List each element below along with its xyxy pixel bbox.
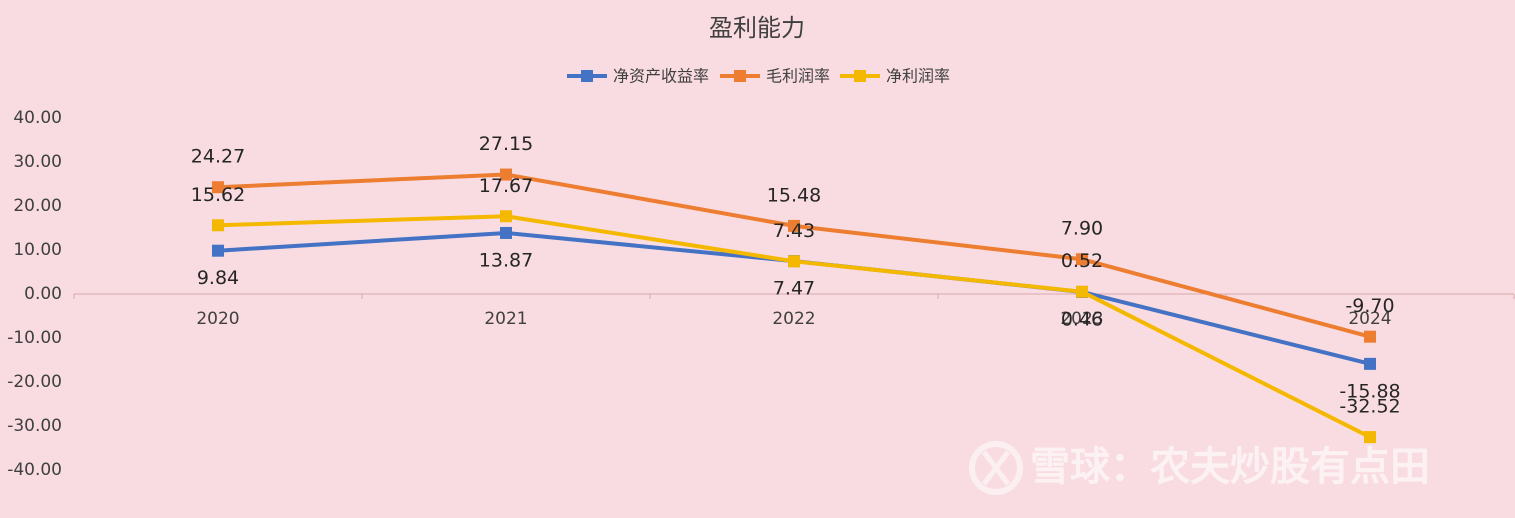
legend-label: 净资产收益率 — [613, 67, 709, 86]
data-point — [500, 226, 512, 239]
legend-marker — [854, 70, 866, 82]
x-tick-label: 2024 — [1348, 309, 1391, 329]
data-point — [500, 168, 512, 181]
data-label: -32.52 — [1339, 396, 1400, 418]
legend-label: 净利润率 — [886, 67, 950, 86]
chart-title: 盈利能力 — [709, 14, 805, 42]
data-point — [212, 219, 224, 232]
data-label: 15.62 — [191, 184, 245, 206]
y-tick-label: -20.00 — [7, 372, 62, 392]
data-label: 7.90 — [1061, 218, 1103, 240]
y-tick-label: -30.00 — [7, 416, 62, 436]
data-point — [1076, 285, 1088, 298]
y-tick-label: 0.00 — [24, 284, 62, 304]
x-tick-label: 2021 — [484, 309, 527, 329]
watermark: 雪球：农夫炒股有点田 — [1030, 444, 1430, 490]
data-label: 17.67 — [479, 175, 533, 197]
legend-item: 净资产收益率 — [567, 67, 709, 86]
legend-item: 毛利润率 — [720, 67, 830, 86]
legend-item: 净利润率 — [840, 67, 950, 86]
data-label: 7.43 — [773, 220, 815, 242]
legend-label: 毛利润率 — [766, 67, 830, 86]
data-label: 15.48 — [767, 184, 821, 206]
data-point — [500, 210, 512, 223]
data-label: 27.15 — [479, 133, 533, 155]
y-tick-label: 10.00 — [13, 240, 62, 260]
x-tick-label: 2020 — [196, 309, 239, 329]
data-point — [1076, 253, 1088, 266]
y-tick-label: -40.00 — [7, 460, 62, 480]
y-tick-label: -10.00 — [7, 328, 62, 348]
data-point — [212, 181, 224, 194]
watermark-logo — [969, 441, 1023, 495]
data-label: 24.27 — [191, 146, 245, 168]
data-point — [1364, 330, 1376, 343]
y-tick-label: 20.00 — [13, 196, 62, 216]
x-tick-label: 2023 — [1060, 309, 1103, 329]
data-label: 0.46 — [1061, 308, 1103, 330]
y-tick-label: 40.00 — [13, 108, 62, 128]
data-label: 0.52 — [1061, 250, 1103, 272]
data-label: -9.70 — [1345, 295, 1394, 317]
data-point — [1364, 357, 1376, 370]
data-point — [1364, 431, 1376, 444]
data-label: 7.47 — [773, 278, 815, 300]
data-point — [788, 255, 800, 268]
data-label: -15.88 — [1339, 380, 1400, 402]
data-label: 13.87 — [479, 249, 533, 271]
legend-marker — [734, 70, 746, 82]
y-tick-label: 30.00 — [13, 152, 62, 172]
data-point — [212, 244, 224, 257]
data-point — [788, 219, 800, 232]
data-label: 9.84 — [197, 267, 239, 289]
x-tick-label: 2022 — [772, 309, 815, 329]
legend-marker — [581, 70, 593, 82]
